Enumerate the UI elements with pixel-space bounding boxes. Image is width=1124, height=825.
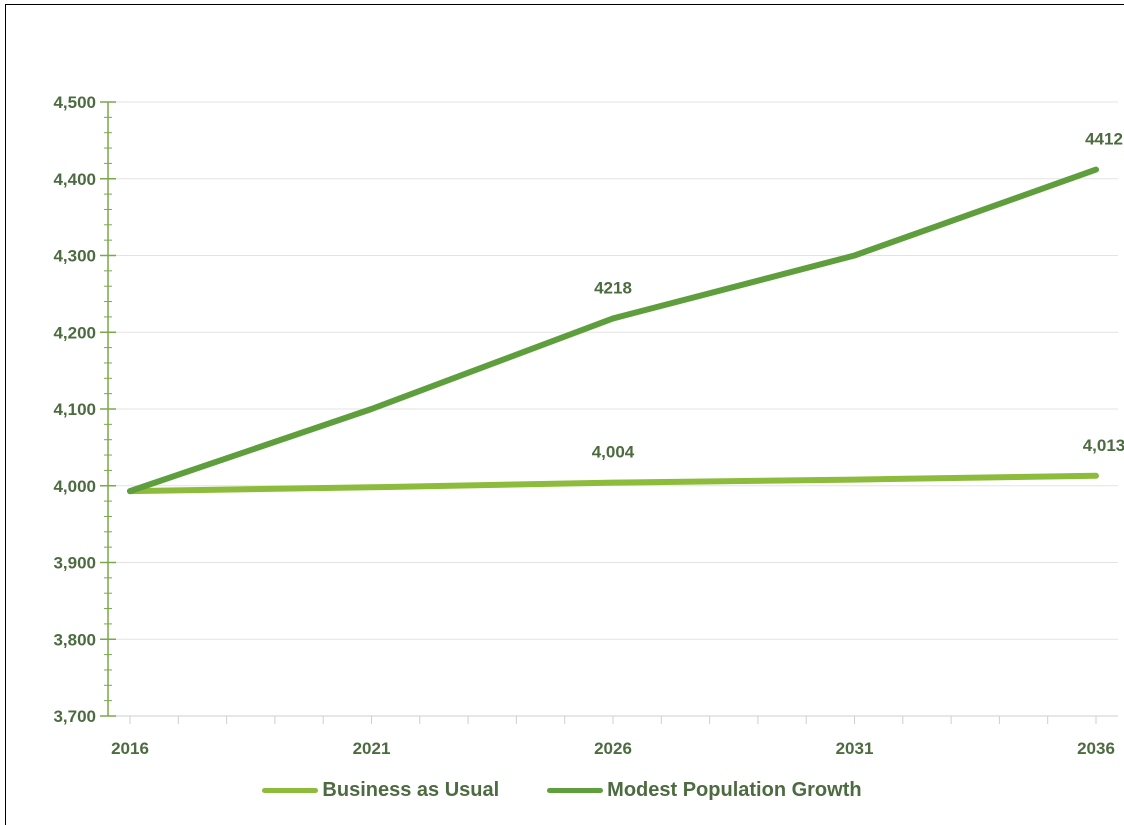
- x-tick-label: 2021: [353, 739, 391, 758]
- y-axis-ticks: 3,700 3,800 3,900 4,000 4,100 4,200 4,300 4,400…: [53, 93, 116, 726]
- data-label: 4218: [594, 278, 632, 297]
- series-line-business-as-usual: [127, 472, 1099, 495]
- y-tick-label: 3,900: [53, 554, 96, 573]
- y-tick-label: 4,300: [53, 247, 96, 266]
- chart-frame: [5, 4, 1124, 825]
- legend-item-business-as-usual[interactable]: Business as Usual: [262, 779, 499, 802]
- series-lines: [127, 166, 1099, 495]
- y-tick-label: 3,700: [53, 707, 96, 726]
- x-tick-label: 2036: [1077, 739, 1115, 758]
- x-tick-label: 2026: [594, 739, 632, 758]
- y-tick-label: 4,400: [53, 170, 96, 189]
- legend-item-modest-population-growth[interactable]: Modest Population Growth: [547, 778, 862, 802]
- legend-swatch-modest-population-growth: [547, 787, 604, 793]
- series-line-modest-population-growth: [127, 166, 1099, 495]
- y-tick-label: 4,200: [53, 323, 96, 342]
- x-axis-ticks: 2016 2021 2026 2031 2036: [111, 716, 1115, 758]
- x-tick-label: 2016: [111, 739, 149, 758]
- y-tick-label: 4,500: [53, 93, 96, 112]
- y-tick-label: 4,000: [53, 477, 96, 496]
- legend-label-modest-population-growth: Modest Population Growth: [607, 778, 862, 801]
- data-label: 4412: [1085, 130, 1123, 149]
- gridlines: [108, 101, 1118, 640]
- y-tick-label: 3,800: [53, 630, 96, 649]
- legend: Business as Usual Modest Population Grow…: [0, 775, 1124, 805]
- y-tick-label: 4,100: [53, 400, 96, 419]
- data-labels: 4,004 4,013 4218 4412: [592, 130, 1124, 462]
- data-label: 4,004: [592, 443, 635, 462]
- legend-label-business-as-usual: Business as Usual: [322, 778, 500, 801]
- data-label: 4,013: [1083, 436, 1124, 455]
- legend-swatch-business-as-usual: [262, 787, 319, 793]
- x-tick-label: 2031: [836, 739, 874, 758]
